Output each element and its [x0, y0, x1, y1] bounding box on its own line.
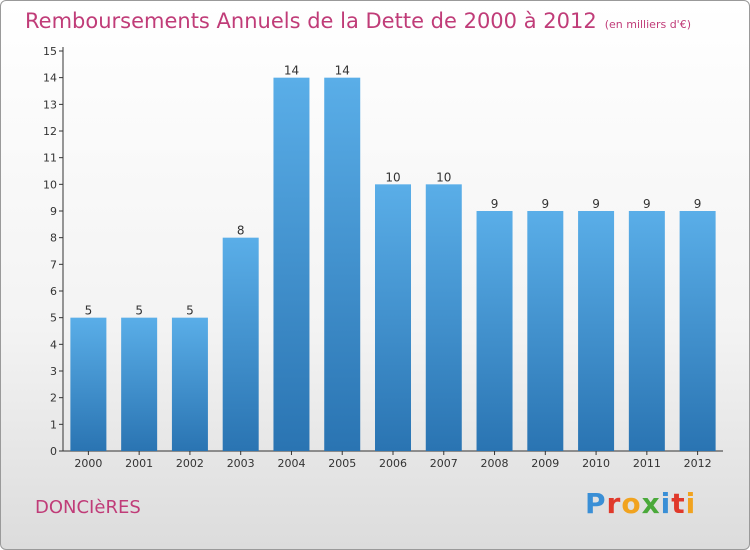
- y-tick-label: 15: [43, 45, 57, 58]
- bar-value-label: 14: [335, 64, 350, 78]
- x-tick-label: 2003: [227, 457, 255, 470]
- title-text: Remboursements Annuels de la Dette de 20…: [25, 9, 597, 33]
- x-tick-label: 2002: [176, 457, 204, 470]
- bar: [375, 184, 411, 452]
- logo-letter: i: [660, 487, 672, 520]
- y-tick-label: 9: [50, 205, 57, 218]
- logo-letter: t: [671, 487, 686, 520]
- bar-value-label: 9: [541, 197, 549, 211]
- y-tick-label: 6: [50, 285, 57, 298]
- x-tick-label: 2001: [125, 457, 153, 470]
- y-tick-label: 3: [50, 365, 57, 378]
- bar: [222, 237, 259, 451]
- x-tick-label: 2010: [582, 457, 610, 470]
- bar-value-label: 5: [85, 304, 93, 318]
- bar-value-label: 10: [385, 170, 400, 184]
- bar-value-label: 9: [694, 197, 702, 211]
- y-tick-label: 4: [50, 338, 57, 351]
- x-tick-label: 2006: [379, 457, 407, 470]
- bar-value-label: 8: [237, 224, 245, 238]
- x-tick-label: 2007: [430, 457, 458, 470]
- bar: [425, 184, 462, 452]
- logo-letter: i: [685, 487, 697, 520]
- bar: [527, 211, 564, 451]
- y-tick-label: 7: [50, 258, 57, 271]
- bar-value-label: 14: [284, 64, 299, 78]
- y-tick-label: 14: [43, 72, 57, 85]
- logo-letter: r: [606, 487, 622, 520]
- y-tick-label: 0: [50, 445, 57, 458]
- bar-value-label: 10: [436, 170, 451, 184]
- bar: [679, 211, 716, 451]
- commune-name: DONCIèRES: [35, 497, 141, 518]
- y-tick-label: 13: [43, 98, 57, 111]
- bar: [171, 317, 208, 451]
- logo-letter: o: [621, 487, 642, 520]
- x-tick-label: 2011: [633, 457, 661, 470]
- unit-label: (en milliers d'€): [604, 18, 691, 31]
- x-tick-label: 2009: [531, 457, 559, 470]
- bar: [121, 317, 158, 451]
- y-tick-label: 1: [50, 418, 57, 431]
- bar: [273, 77, 310, 452]
- bar: [476, 211, 513, 451]
- y-tick-label: 5: [50, 312, 57, 325]
- x-tick-label: 2012: [684, 457, 712, 470]
- chart-title: Remboursements Annuels de la Dette de 20…: [25, 9, 691, 33]
- bar: [70, 317, 107, 451]
- bar-value-label: 5: [186, 304, 194, 318]
- logo-letter: P: [585, 487, 607, 520]
- x-tick-label: 2005: [328, 457, 356, 470]
- x-tick-label: 2008: [481, 457, 509, 470]
- bar-value-label: 9: [643, 197, 651, 211]
- x-tick-label: 2004: [277, 457, 305, 470]
- y-tick-label: 11: [43, 152, 57, 165]
- logo-letter: x: [641, 487, 661, 520]
- y-tick-label: 10: [43, 178, 57, 191]
- bar-value-label: 9: [592, 197, 600, 211]
- bar: [324, 77, 361, 452]
- proxiti-logo: Proxiti: [585, 487, 696, 520]
- y-tick-label: 2: [50, 392, 57, 405]
- bar-value-label: 9: [491, 197, 499, 211]
- bar-value-label: 5: [135, 304, 143, 318]
- y-tick-label: 8: [50, 232, 57, 245]
- bar: [628, 211, 665, 451]
- x-tick-label: 2000: [74, 457, 102, 470]
- y-tick-label: 12: [43, 125, 57, 138]
- bar: [578, 211, 615, 451]
